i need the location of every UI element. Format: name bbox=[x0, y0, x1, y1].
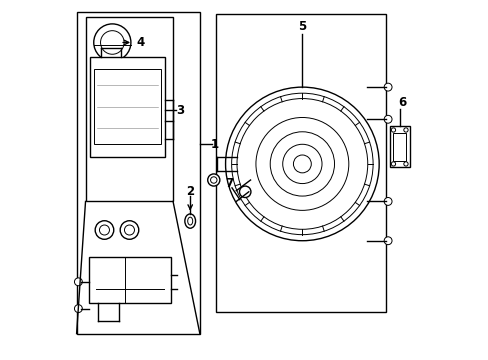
Text: 1: 1 bbox=[211, 138, 219, 151]
Circle shape bbox=[95, 221, 114, 239]
Circle shape bbox=[74, 305, 82, 312]
Circle shape bbox=[403, 128, 407, 132]
Polygon shape bbox=[77, 12, 200, 334]
Polygon shape bbox=[90, 57, 165, 157]
Ellipse shape bbox=[184, 214, 195, 228]
Text: 6: 6 bbox=[397, 96, 406, 109]
Circle shape bbox=[384, 83, 391, 91]
Circle shape bbox=[225, 87, 378, 241]
Circle shape bbox=[237, 99, 367, 229]
Circle shape bbox=[282, 144, 322, 184]
Polygon shape bbox=[89, 257, 171, 303]
Polygon shape bbox=[85, 18, 173, 202]
Circle shape bbox=[210, 177, 217, 183]
Circle shape bbox=[293, 155, 311, 173]
Circle shape bbox=[207, 174, 220, 186]
Polygon shape bbox=[94, 69, 161, 144]
Circle shape bbox=[101, 31, 124, 54]
Circle shape bbox=[255, 117, 348, 210]
Polygon shape bbox=[389, 126, 408, 167]
Polygon shape bbox=[392, 133, 406, 161]
Circle shape bbox=[120, 221, 139, 239]
Circle shape bbox=[99, 225, 109, 235]
Circle shape bbox=[390, 162, 395, 166]
Polygon shape bbox=[216, 14, 385, 312]
Circle shape bbox=[239, 186, 250, 198]
Circle shape bbox=[270, 132, 334, 196]
Ellipse shape bbox=[187, 217, 192, 225]
Circle shape bbox=[231, 93, 372, 235]
Circle shape bbox=[403, 162, 407, 166]
Text: 5: 5 bbox=[298, 20, 306, 33]
Circle shape bbox=[94, 24, 131, 61]
Text: 2: 2 bbox=[186, 185, 194, 198]
Text: 7: 7 bbox=[225, 177, 233, 190]
Circle shape bbox=[390, 128, 395, 132]
Circle shape bbox=[124, 225, 134, 235]
Circle shape bbox=[74, 278, 82, 286]
Text: 4: 4 bbox=[136, 36, 144, 49]
Circle shape bbox=[384, 198, 391, 205]
Circle shape bbox=[384, 115, 391, 123]
Text: 3: 3 bbox=[176, 104, 184, 117]
Circle shape bbox=[384, 237, 391, 245]
